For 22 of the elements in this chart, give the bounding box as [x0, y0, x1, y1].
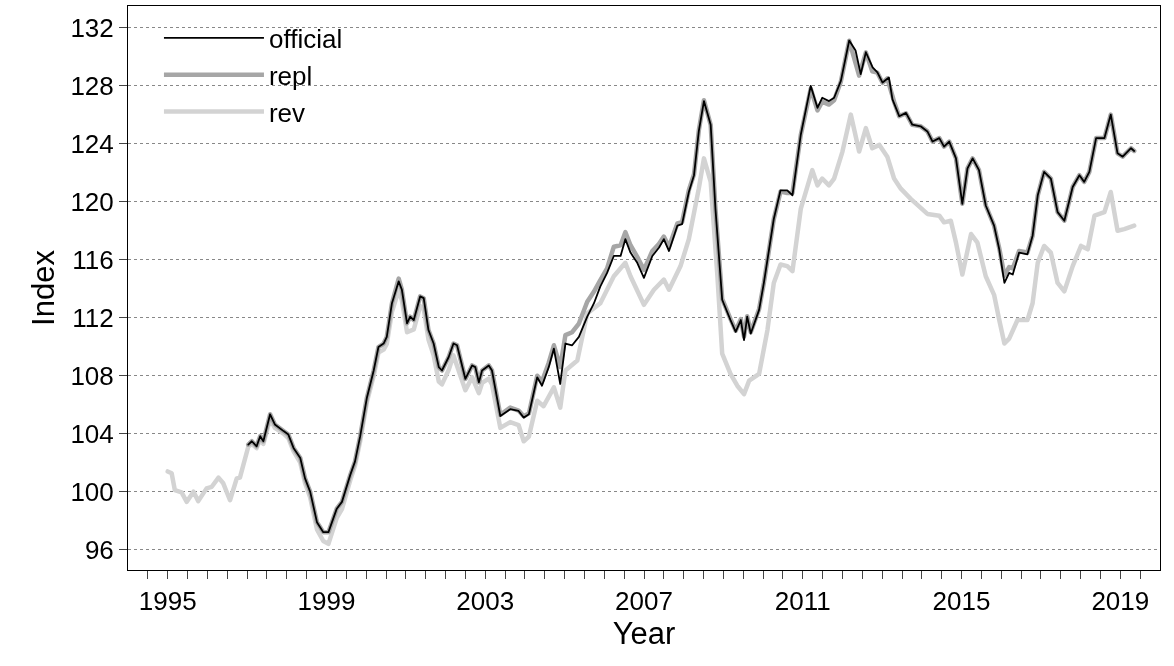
x-tick-label: 2007: [615, 586, 673, 617]
legend-label: repl: [268, 60, 313, 91]
x-tick-label: 2019: [1091, 586, 1150, 617]
y-tick-label: 108: [70, 360, 114, 391]
x-tick-label: 2015: [932, 586, 991, 617]
y-tick-label: 124: [70, 128, 114, 159]
y-tick-label: 96: [84, 534, 114, 565]
y-tick-label: 116: [72, 244, 114, 275]
y-tick-label: 128: [70, 70, 114, 101]
x-axis-title: Year: [612, 616, 676, 652]
y-tick-label: 120: [70, 186, 114, 217]
x-tick-label: 2011: [774, 586, 831, 617]
y-tick-label: 132: [70, 12, 114, 43]
y-tick-label: 104: [70, 418, 114, 449]
y-tick-label: 100: [70, 476, 114, 507]
y-tick-label: 112: [72, 302, 114, 333]
legend-label: rev: [268, 97, 306, 128]
x-tick-label: 1999: [297, 586, 356, 617]
legend-label: official: [268, 24, 343, 54]
y-axis-title: Index: [26, 249, 62, 326]
x-tick-label: 2003: [456, 586, 515, 617]
x-tick-label: 1995: [138, 586, 197, 617]
